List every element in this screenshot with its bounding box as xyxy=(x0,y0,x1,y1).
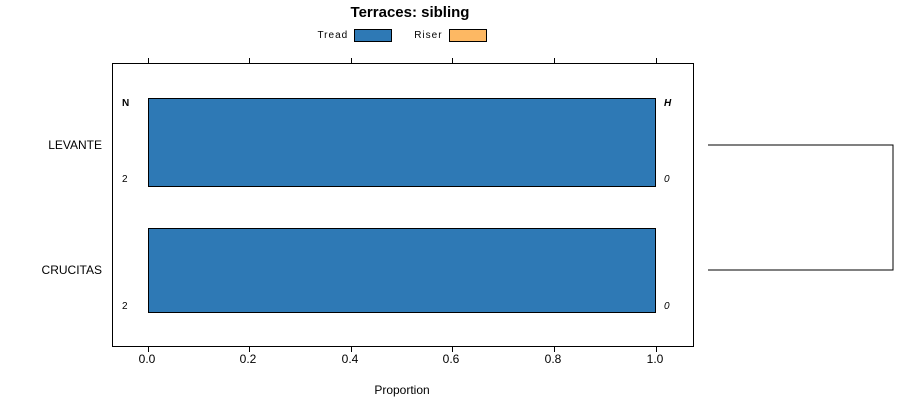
x-tick-top xyxy=(249,58,250,63)
x-tick-bottom xyxy=(351,347,352,352)
column-header-h: H xyxy=(664,98,672,109)
x-tick-bottom xyxy=(452,347,453,352)
legend-label-tread: Tread xyxy=(317,29,349,41)
plot-area: N H 2 0 2 0 xyxy=(112,58,694,352)
x-tick-top xyxy=(656,58,657,63)
x-tick-label: 0.2 xyxy=(239,352,257,366)
bar-crucitas-tread xyxy=(148,228,656,313)
chart-title: Terraces: sibling xyxy=(350,4,470,21)
x-tick-top xyxy=(351,58,352,63)
x-tick-bottom xyxy=(554,347,555,352)
legend: Tread Riser xyxy=(112,26,692,44)
column-header-n: N xyxy=(122,98,130,109)
x-tick-label: 1.0 xyxy=(646,352,664,366)
x-tick-label: 0.8 xyxy=(544,352,562,366)
x-tick-label: 0.4 xyxy=(341,352,359,366)
legend-item-tread: Tread xyxy=(317,28,393,42)
n-value-crucitas: 2 xyxy=(122,301,128,312)
legend-item-riser: Riser xyxy=(414,28,487,42)
n-value-levante: 2 xyxy=(122,174,128,185)
legend-swatch-riser xyxy=(448,28,487,42)
x-axis-label: Proportion xyxy=(374,383,430,397)
x-tick-top xyxy=(554,58,555,63)
legend-swatch-tread xyxy=(354,28,393,42)
x-tick-bottom xyxy=(249,347,250,352)
h-value-levante: 0 xyxy=(664,174,670,185)
x-tick-label: 0.6 xyxy=(442,352,460,366)
x-tick-label: 0.0 xyxy=(138,352,156,366)
x-tick-top xyxy=(452,58,453,63)
x-tick-top xyxy=(148,58,149,63)
legend-label-riser: Riser xyxy=(414,29,443,41)
category-label-levante: LEVANTE xyxy=(48,138,102,152)
h-value-crucitas: 0 xyxy=(664,301,670,312)
x-tick-bottom xyxy=(656,347,657,352)
x-tick-bottom xyxy=(148,347,149,352)
sibling-dendrogram xyxy=(708,144,894,271)
category-label-crucitas: CRUCITAS xyxy=(41,263,102,277)
bar-levante-tread xyxy=(148,98,656,187)
